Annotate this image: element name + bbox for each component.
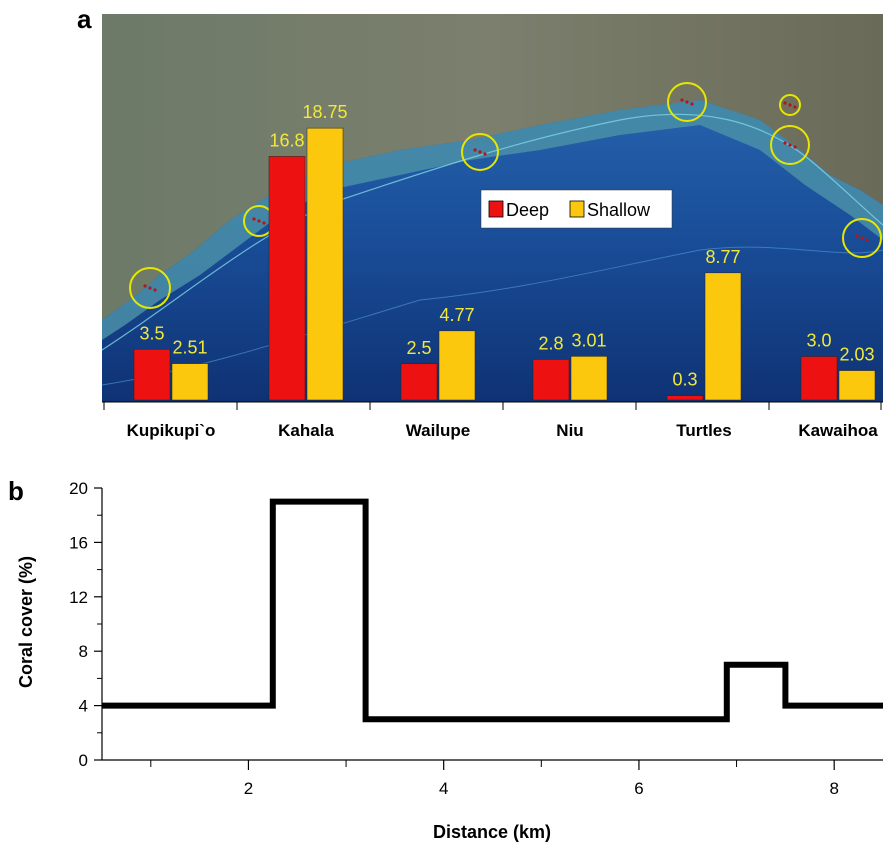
bar-deep-3 bbox=[532, 359, 570, 401]
bar-shallow-3 bbox=[570, 356, 608, 401]
site-dot bbox=[855, 234, 859, 238]
value-labels: 3.5 2.51 16.8 18.75 2.5 4.77 2.8 3.01 0.3 8.77 3.0… bbox=[139, 102, 874, 390]
site-circle-4 bbox=[779, 94, 801, 116]
category-label-4: Turtles bbox=[676, 421, 731, 440]
site-dot bbox=[262, 221, 266, 225]
y-tick-label: 8 bbox=[79, 642, 88, 661]
category-labels: Kupikupi`o Kahala Wailupe Niu Turtles Kawaiho… bbox=[127, 421, 879, 440]
site-dot bbox=[680, 98, 684, 102]
site-dot bbox=[783, 141, 787, 145]
y-tick-label: 0 bbox=[79, 751, 88, 770]
reef-contour bbox=[101, 113, 883, 351]
legend-label-shallow: Shallow bbox=[587, 200, 651, 220]
site-dot bbox=[860, 236, 864, 240]
panel-a-bar-chart: 3.5 2.51 16.8 18.75 2.5 4.77 2.8 3.01 0.3 8.77 3.0… bbox=[101, 14, 883, 440]
value-label-shallow-4: 8.77 bbox=[705, 247, 740, 267]
legend-swatch-deep bbox=[488, 200, 504, 218]
site-dot bbox=[483, 152, 487, 156]
site-dot bbox=[148, 286, 152, 290]
category-label-0: Kupikupi`o bbox=[127, 421, 216, 440]
value-label-deep-2: 2.5 bbox=[406, 338, 431, 358]
panel-b-letter: b bbox=[8, 476, 24, 506]
land-area bbox=[102, 14, 883, 320]
site-dot bbox=[793, 105, 797, 109]
bar-shallow-1 bbox=[306, 127, 344, 401]
y-tick-label: 4 bbox=[79, 697, 88, 716]
x-tick-label: 4 bbox=[439, 779, 448, 798]
category-label-5: Kawaihoa bbox=[798, 421, 878, 440]
site-circles bbox=[129, 82, 882, 309]
panel-a-letter: a bbox=[77, 4, 92, 34]
bar-shallow-5 bbox=[838, 370, 876, 401]
site-circle-2 bbox=[461, 133, 499, 171]
depth-contour bbox=[101, 246, 883, 386]
site-dot bbox=[865, 238, 869, 242]
site-dot bbox=[690, 102, 694, 106]
category-label-2: Wailupe bbox=[406, 421, 471, 440]
site-dot bbox=[793, 145, 797, 149]
legend: Deep Shallow bbox=[480, 189, 673, 229]
site-dot bbox=[478, 150, 482, 154]
site-circle-3 bbox=[667, 82, 707, 122]
value-label-deep-1: 16.8 bbox=[269, 130, 304, 150]
bar-deep-1 bbox=[268, 156, 306, 401]
x-axis-title: Distance (km) bbox=[433, 822, 551, 842]
site-dot bbox=[788, 103, 792, 107]
site-circle-5 bbox=[770, 125, 810, 165]
site-dot bbox=[257, 219, 261, 223]
y-axis-title: Coral cover (%) bbox=[16, 556, 36, 688]
bar-deep-2 bbox=[400, 363, 438, 401]
site-dot bbox=[685, 100, 689, 104]
x-ticks bbox=[103, 402, 882, 410]
bar-shallow-4 bbox=[704, 272, 742, 401]
bar-deep-5 bbox=[800, 356, 838, 401]
bar-deep-0 bbox=[133, 349, 171, 401]
value-label-deep-5: 3.0 bbox=[806, 331, 831, 351]
value-label-shallow-3: 3.01 bbox=[571, 330, 606, 350]
site-dot bbox=[153, 288, 157, 292]
value-label-deep-4: 0.3 bbox=[672, 370, 697, 390]
x-tick-label: 2 bbox=[244, 779, 253, 798]
category-label-3: Niu bbox=[556, 421, 583, 440]
site-dot bbox=[473, 148, 477, 152]
site-dot bbox=[783, 101, 787, 105]
x-ticks: 2 4 6 8 bbox=[150, 760, 839, 798]
legend-swatch-shallow bbox=[569, 200, 585, 218]
y-tick-label: 12 bbox=[69, 588, 88, 607]
bars bbox=[133, 127, 876, 401]
value-label-shallow-5: 2.03 bbox=[839, 345, 874, 365]
value-label-deep-0: 3.5 bbox=[139, 323, 164, 343]
category-label-1: Kahala bbox=[278, 421, 334, 440]
site-dot bbox=[252, 217, 256, 221]
site-dot bbox=[788, 143, 792, 147]
legend-label-deep: Deep bbox=[506, 200, 549, 220]
value-label-shallow-1: 18.75 bbox=[302, 102, 347, 122]
coral-cover-line bbox=[102, 498, 883, 723]
value-label-shallow-2: 4.77 bbox=[439, 305, 474, 325]
x-tick-label: 6 bbox=[634, 779, 643, 798]
y-tick-label: 16 bbox=[69, 533, 88, 552]
value-label-shallow-0: 2.51 bbox=[172, 338, 207, 358]
y-tick-label: 20 bbox=[69, 479, 88, 498]
bar-shallow-2 bbox=[438, 330, 476, 401]
site-circle-0 bbox=[129, 267, 171, 309]
x-tick-label: 8 bbox=[829, 779, 838, 798]
site-circle-6 bbox=[842, 218, 882, 258]
y-ticks: 0 4 8 12 16 20 bbox=[69, 479, 102, 770]
bar-shallow-0 bbox=[171, 363, 209, 401]
site-dot bbox=[143, 284, 147, 288]
value-label-deep-3: 2.8 bbox=[538, 333, 563, 353]
bar-deep-4 bbox=[666, 395, 704, 401]
